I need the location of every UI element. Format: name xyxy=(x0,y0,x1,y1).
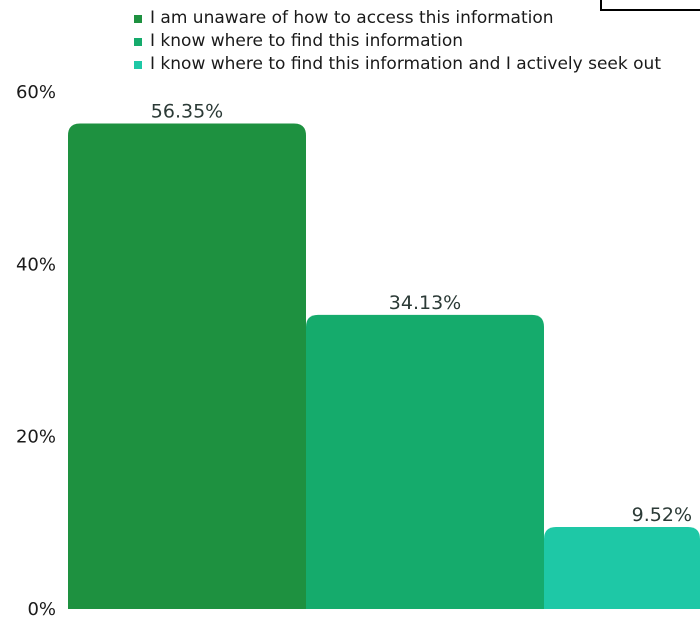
legend-swatch xyxy=(134,37,142,46)
bar-value-label: 34.13% xyxy=(389,292,461,314)
y-tick-label: 20% xyxy=(16,427,56,448)
legend-label: I am unaware of how to access this infor… xyxy=(150,8,554,28)
legend-label: I know where to find this information an… xyxy=(150,54,661,74)
y-tick-label: 40% xyxy=(16,254,56,275)
bar[interactable] xyxy=(306,314,544,609)
y-tick-label: 60% xyxy=(16,82,56,103)
legend-swatch xyxy=(134,14,142,23)
bar-value-label: 9.52% xyxy=(632,504,692,526)
legend-item-know-where[interactable]: I know where to find this information xyxy=(134,30,661,53)
bar[interactable] xyxy=(68,123,306,609)
legend-item-unaware[interactable]: I am unaware of how to access this infor… xyxy=(134,7,661,30)
y-axis: 0% 20% 40% 60% xyxy=(16,82,56,618)
legend: I am unaware of how to access this infor… xyxy=(134,7,661,76)
bar-value-label: 56.35% xyxy=(151,100,223,122)
legend-label: I know where to find this information xyxy=(150,31,464,51)
bar[interactable] xyxy=(544,526,700,609)
data-labels: 56.35% 34.13% 9.52% xyxy=(151,100,692,526)
corner-frame xyxy=(600,0,700,11)
legend-swatch xyxy=(134,60,142,69)
bars xyxy=(68,123,700,609)
legend-item-actively-seek[interactable]: I know where to find this information an… xyxy=(134,53,661,76)
y-tick-label: 0% xyxy=(27,599,56,618)
